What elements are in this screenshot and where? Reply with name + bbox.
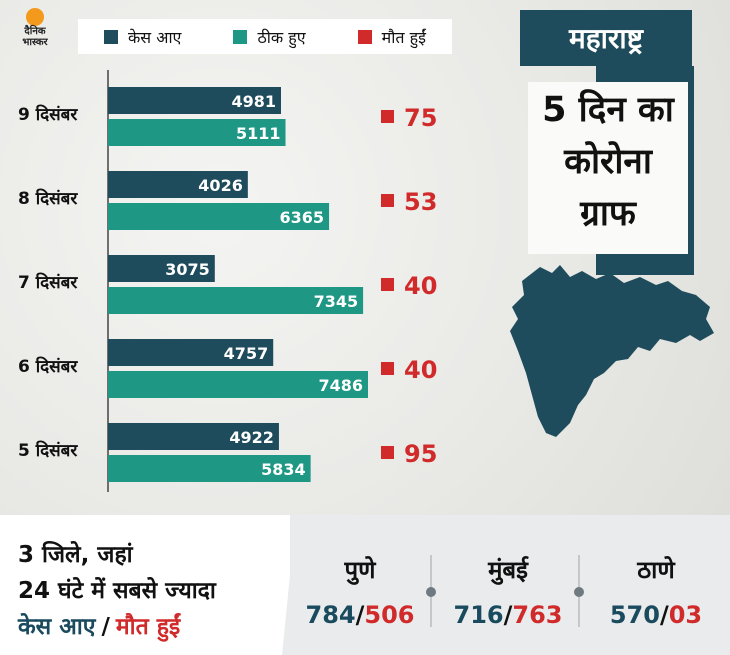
bar-cases (108, 339, 274, 366)
bar-cases (108, 87, 281, 114)
legend-swatch-deaths (357, 29, 372, 44)
legend-label-cases: केस आए (128, 27, 182, 47)
value-slash: / (503, 601, 513, 629)
bar-cases (108, 423, 279, 450)
state-title: महाराष्ट्र (520, 10, 692, 66)
bar-label-recovered: 6365 (280, 208, 325, 227)
bar-cases (108, 255, 215, 282)
death-value: 95 (404, 440, 437, 468)
subtitle-panel (528, 82, 688, 254)
district-values: 716/763 (438, 601, 578, 629)
category-label: 6 दिसंबर (18, 356, 78, 377)
value-slash: / (355, 601, 365, 629)
bar-label-cases: 3075 (165, 260, 210, 279)
headline-deaths: मौत हुईं (115, 614, 181, 640)
headline-cases: केस आए (18, 614, 96, 640)
district-values: 784/506 (290, 601, 430, 629)
legend-label-recovered: ठीक हुए (257, 27, 306, 47)
legend-label-deaths: मौत हुईं (381, 27, 426, 47)
logo-sun-icon (26, 8, 44, 26)
district-cases: 784 (305, 601, 356, 629)
bar-chart: 9 दिसंबर 4981 5111 75 8 दिसंबर 4026 6365 53 7 दि… (18, 70, 437, 492)
death-marker (381, 362, 394, 375)
district-name: ठाणे (637, 556, 675, 584)
districts-panel: पुणे 784/506 मुंबई 716/763 ठाणे 570/03 (290, 515, 730, 655)
bar-recovered (108, 371, 368, 398)
district-deaths: 03 (668, 601, 703, 629)
death-value: 53 (404, 188, 437, 216)
headline-separator: / (101, 614, 110, 640)
bar-recovered (108, 203, 330, 230)
brand-logo: दैनिक भास्कर (10, 8, 60, 58)
divider-dot (574, 587, 584, 597)
district-divider (574, 555, 584, 627)
subtitle-line-3: ग्राफ (580, 194, 636, 234)
category-label: 5 दिसंबर (18, 440, 78, 461)
headline-line-2: 24 घंटे में सबसे ज्यादा (18, 578, 216, 604)
bar-label-cases: 4757 (224, 344, 269, 363)
category-label: 8 दिसंबर (18, 188, 78, 209)
headline-line-3: केस आए / मौत हुईं (18, 609, 180, 641)
bar-label-cases: 4981 (231, 92, 276, 111)
maharashtra-map-icon (510, 265, 714, 437)
death-marker (381, 278, 394, 291)
district-values: 570/03 (586, 601, 726, 629)
district-cases: 716 (453, 601, 504, 629)
chart-legend: केस आए ठीक हुए मौत हुईं (78, 19, 452, 54)
death-value: 40 (404, 356, 437, 384)
bar-label-cases: 4922 (229, 428, 274, 447)
district-deaths: 763 (512, 601, 563, 629)
bar-label-cases: 4026 (198, 176, 243, 195)
death-marker (381, 110, 394, 123)
divider-dot (426, 587, 436, 597)
bar-label-recovered: 7345 (314, 292, 359, 311)
death-value: 40 (404, 272, 437, 300)
district-cases: 570 (609, 601, 660, 629)
subtitle-line-2: कोरोना (564, 142, 652, 182)
district-name: पुणे (344, 556, 376, 584)
district-deaths: 506 (364, 601, 415, 629)
legend-swatch-cases (104, 29, 119, 44)
legend-item-deaths: मौत हुईं (357, 26, 426, 48)
subtitle-line-1: 5 दिन का (542, 90, 674, 130)
logo-line-1: दैनिक (24, 26, 46, 37)
logo-line-2: भास्कर (22, 37, 48, 48)
death-marker (381, 194, 394, 207)
category-label: 9 दिसंबर (18, 104, 78, 125)
bottom-panel: 3 जिले, जहां 24 घंटे में सबसे ज्यादा केस… (0, 515, 730, 655)
subtitle-block: 5 दिन का कोरोना ग्राफ (520, 66, 694, 275)
headline-block: 3 जिले, जहां 24 घंटे में सबसे ज्यादा केस… (0, 515, 300, 655)
headline-line-1: 3 जिले, जहां (18, 542, 133, 568)
bar-recovered (108, 455, 311, 482)
bar-recovered (108, 287, 364, 314)
value-slash: / (659, 601, 669, 629)
chart-area: दैनिक भास्कर केस आए ठीक हुए मौत हुईं महा… (0, 0, 730, 515)
death-marker (381, 446, 394, 459)
district-name: मुंबई (488, 556, 528, 584)
bar-recovered (108, 119, 286, 146)
bar-label-recovered: 5111 (236, 124, 281, 143)
bar-label-recovered: 5834 (261, 460, 306, 479)
bar-label-recovered: 7486 (318, 376, 363, 395)
bar-cases (108, 171, 248, 198)
district-divider (426, 555, 436, 627)
legend-swatch-recovered (233, 29, 248, 44)
death-value: 75 (404, 104, 437, 132)
legend-item-cases: केस आए (104, 26, 181, 48)
legend-item-recovered: ठीक हुए (233, 26, 306, 48)
category-label: 7 दिसंबर (18, 272, 78, 293)
